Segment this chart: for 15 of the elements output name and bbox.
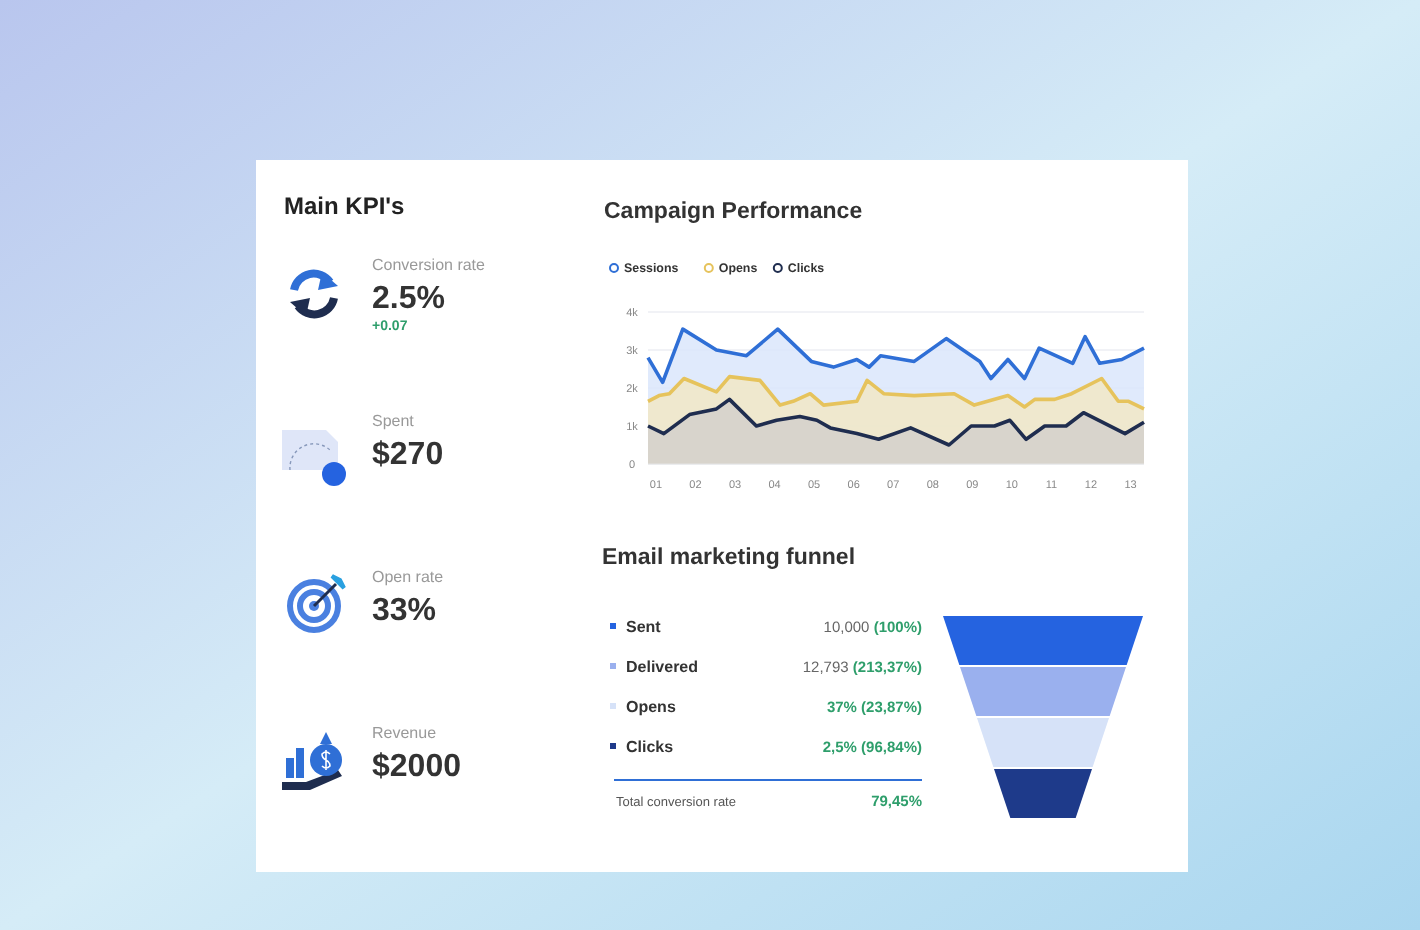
category-label: Delivered bbox=[626, 658, 699, 676]
text: $270 bbox=[372, 438, 444, 472]
text: 33% bbox=[372, 594, 437, 628]
category-label: Conversion rate bbox=[372, 256, 487, 274]
category-label: Spent bbox=[372, 412, 416, 430]
category-label: Revenue bbox=[372, 724, 438, 742]
text: Main KPI's bbox=[284, 192, 406, 220]
category-label: Opens bbox=[626, 698, 677, 716]
text: $2000 bbox=[372, 750, 461, 784]
category-label: Sent bbox=[626, 618, 662, 636]
text: 2.5% bbox=[372, 282, 445, 316]
category-label: Open rate bbox=[372, 568, 445, 586]
chart-title: Campaign Performance bbox=[604, 200, 863, 224]
category-label: Clicks bbox=[626, 738, 675, 756]
text: Email marketing funnel bbox=[602, 546, 856, 570]
